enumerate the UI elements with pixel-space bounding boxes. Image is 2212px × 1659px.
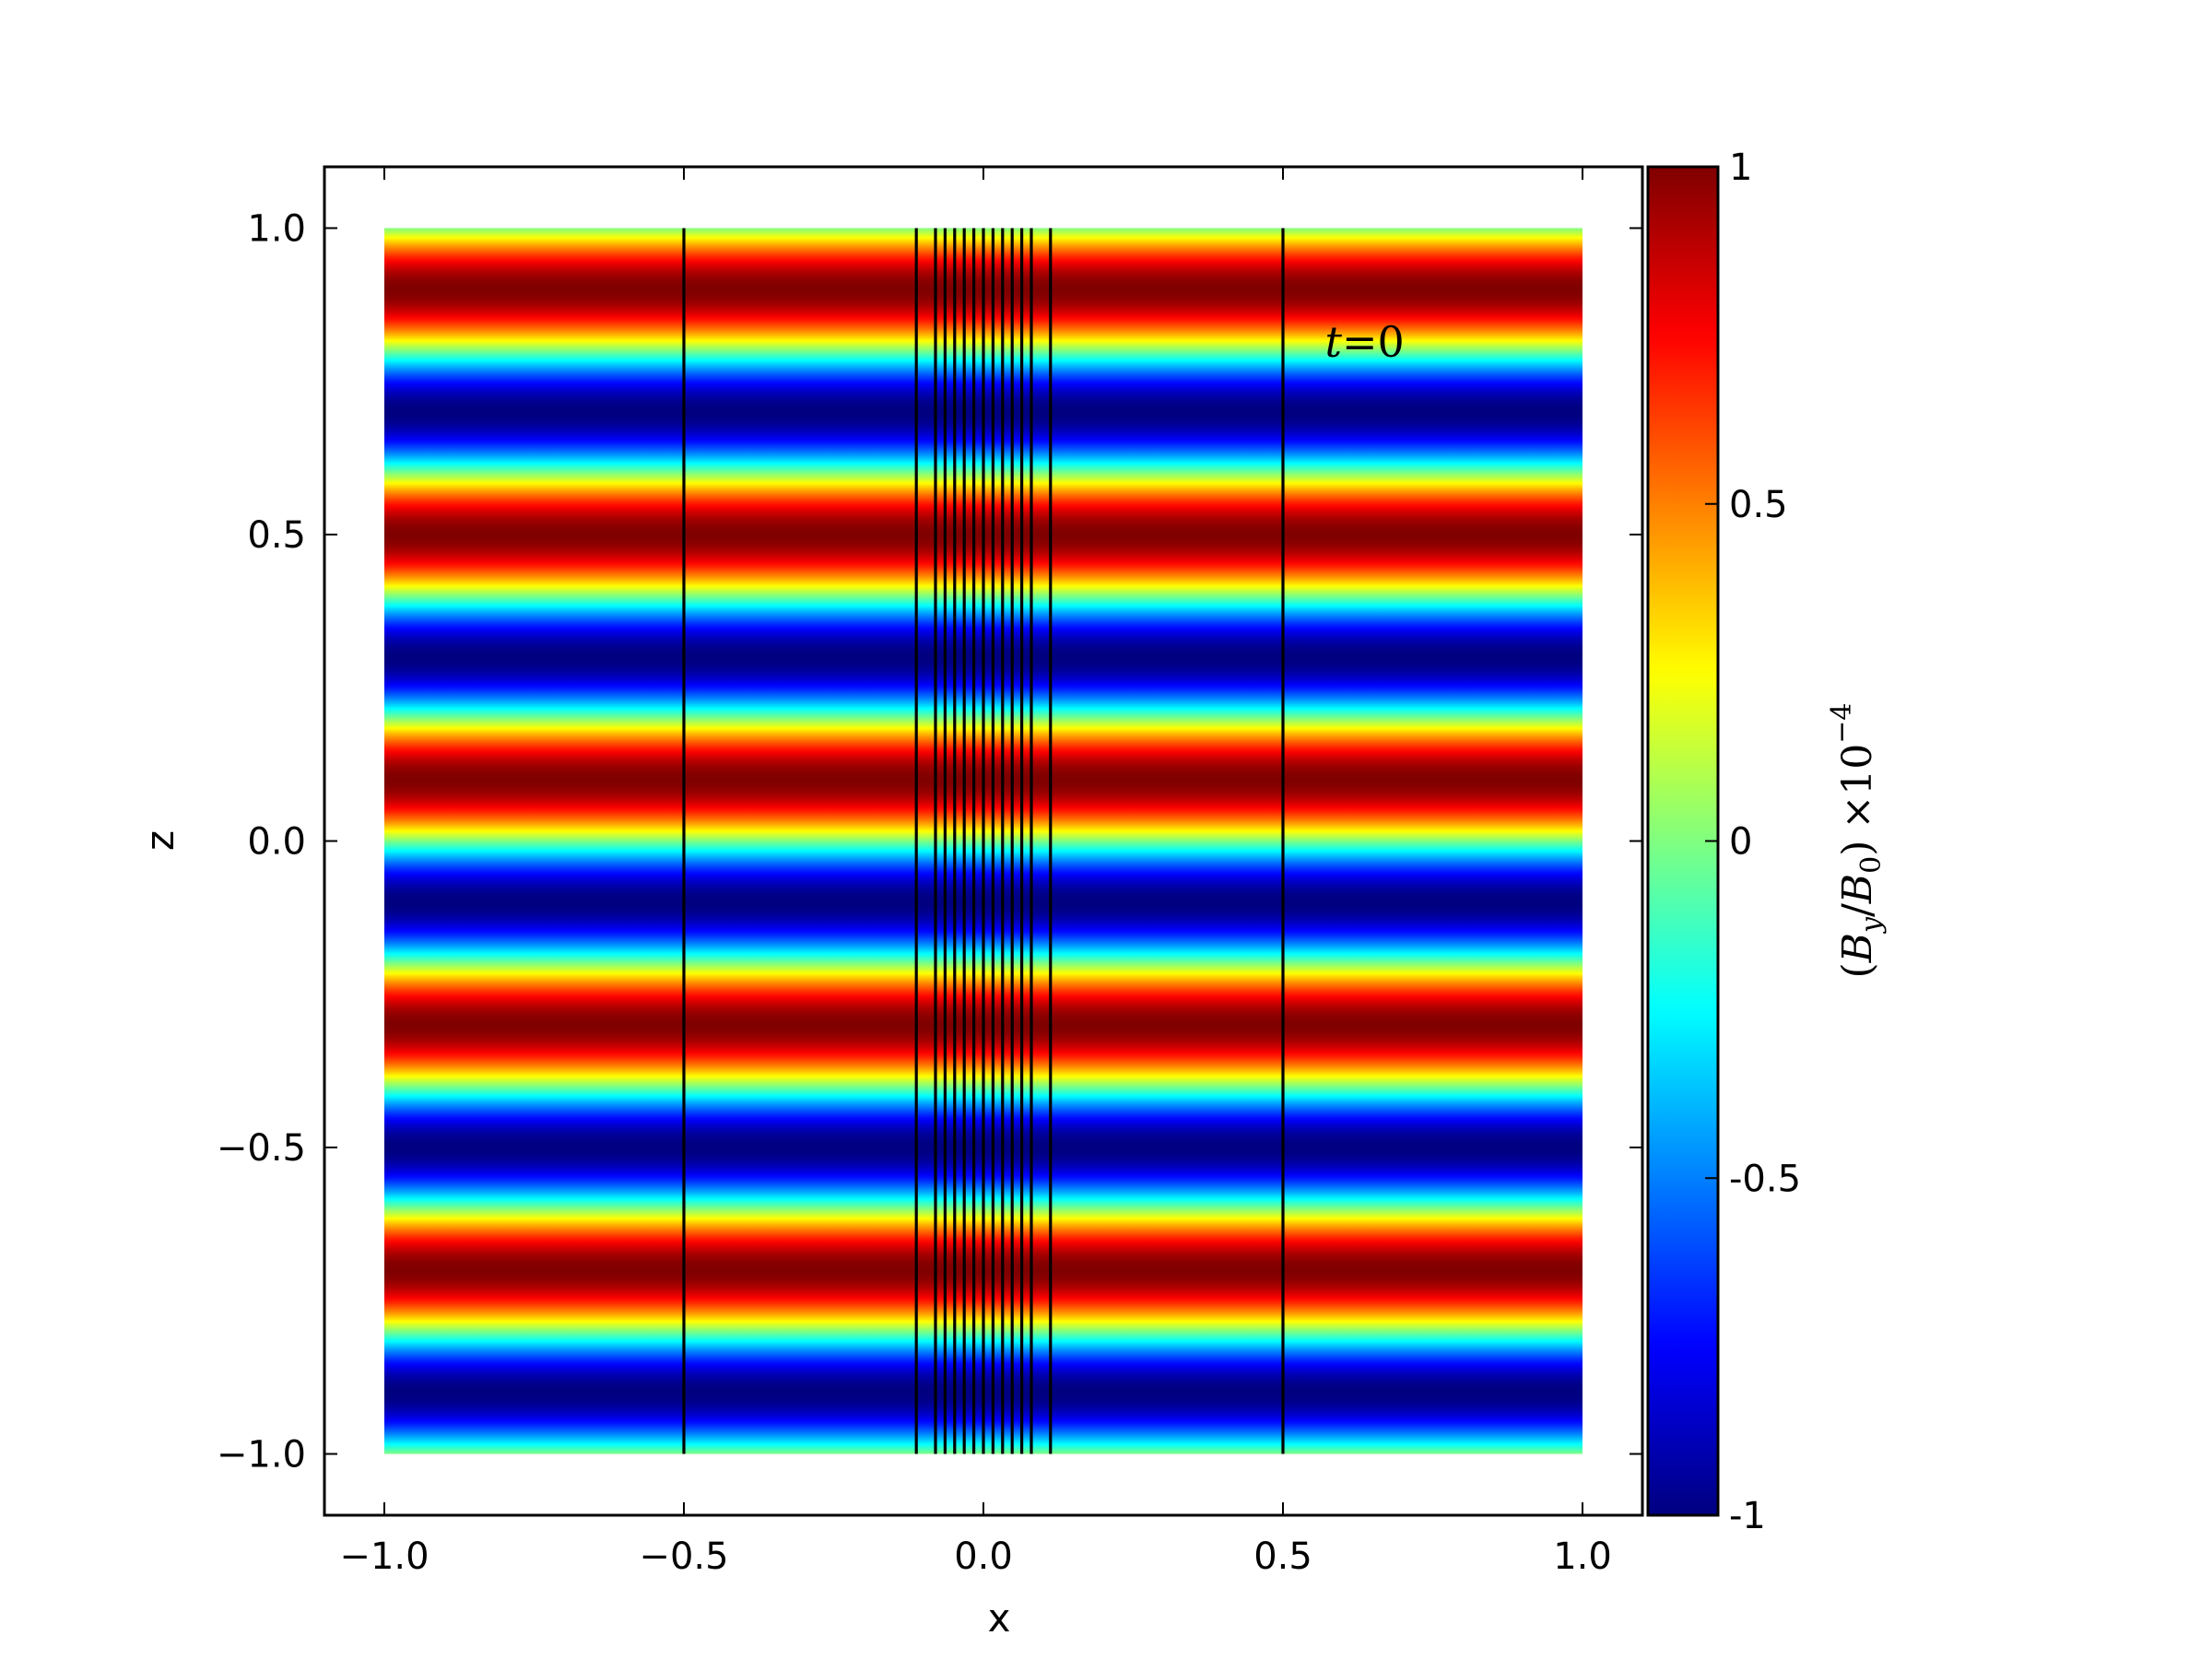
colorbar-tick-label: 1: [1729, 147, 1752, 189]
x-tick-label: 0.5: [1253, 1535, 1312, 1578]
x-tick-label: −1.0: [339, 1535, 429, 1578]
time-annotation: t=0: [1325, 317, 1405, 367]
colorbar-label: (By/B0)×10−4: [1826, 703, 1888, 979]
x-tick-label: −0.5: [639, 1535, 728, 1578]
z-tick-label: −1.0: [217, 1434, 306, 1477]
z-axis-label: z: [137, 830, 182, 851]
contour-lines: [682, 228, 1285, 1454]
time-annotation-variable: t: [1325, 317, 1343, 367]
x-tick-label: 1.0: [1553, 1535, 1612, 1578]
x-axis-label: x: [988, 1595, 1011, 1641]
colorbar-tick-label: 0.5: [1729, 484, 1788, 526]
colorbar-ticks: -1 -0.5 0 0.5 1: [1705, 147, 1801, 1537]
time-annotation-value: =0: [1342, 317, 1405, 367]
x-tick-label: 0.0: [954, 1535, 1013, 1578]
colorbar-tick-label: -1: [1729, 1495, 1766, 1537]
colorbar-tick-label: 0: [1729, 821, 1752, 864]
colorbar-tick-label: -0.5: [1729, 1158, 1801, 1200]
z-axis-ticks: −1.0 −0.5 0.0 0.5 1.0: [217, 208, 1642, 1477]
z-tick-label: 0.5: [247, 514, 306, 557]
x-axis-ticks: −1.0 −0.5 0.0 0.5 1.0: [339, 167, 1612, 1578]
z-tick-label: 0.0: [247, 821, 306, 864]
z-tick-label: 1.0: [247, 208, 306, 251]
z-tick-label: −0.5: [217, 1127, 306, 1170]
